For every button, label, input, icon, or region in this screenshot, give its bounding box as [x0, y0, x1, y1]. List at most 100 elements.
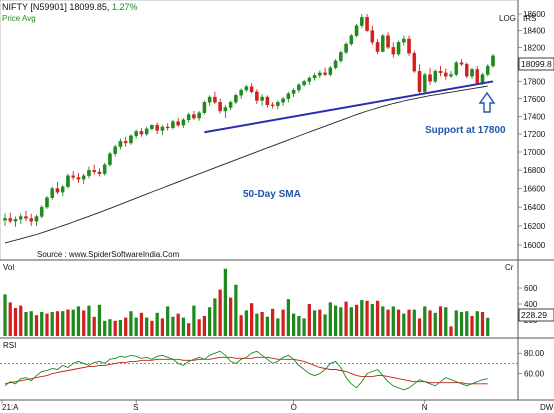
candle [438, 66, 443, 77]
volume-bar [76, 306, 81, 336]
volume-bar [449, 326, 453, 336]
volume-bar [34, 315, 39, 336]
volume-bar [66, 309, 70, 336]
volume-bar [423, 306, 427, 336]
volume-bar [360, 300, 364, 336]
price-axis-ticks: 16000 16200 16400 16600 16800 17000 17200 17400… [518, 10, 546, 250]
x-tick-label: 21:A [2, 403, 19, 412]
candle [176, 118, 180, 127]
price-tick-label: 16200 [523, 222, 546, 231]
volume-bar [328, 302, 332, 336]
candle [443, 68, 448, 80]
volume-bar [270, 308, 275, 336]
irs-label: IRS [523, 14, 536, 23]
volume-bar [50, 312, 54, 336]
volume-bar [265, 316, 269, 336]
price-tick-label: 18400 [523, 27, 546, 36]
trendline-layer [204, 80, 494, 134]
candle [234, 93, 238, 105]
candle [223, 104, 228, 119]
x-axis-ticks: 21:A S O N [1, 400, 428, 412]
rsi-tick-label: 80.00 [524, 349, 545, 358]
price-tick-label: 18200 [523, 43, 546, 52]
volume-bar [260, 312, 264, 336]
volume-bar [113, 320, 117, 336]
volume-bar [459, 312, 464, 336]
candle [464, 62, 469, 79]
candle [291, 88, 296, 98]
rsi-tick-label: 60.00 [524, 370, 545, 379]
price-tick-label: 16600 [523, 185, 546, 194]
dw-label: DW [540, 403, 554, 412]
volume-bar [150, 320, 154, 336]
volume-bar [208, 307, 212, 336]
volume-bar [444, 307, 448, 336]
volume-bar [218, 289, 222, 336]
volume-bar [82, 310, 86, 336]
volume-bar [465, 311, 469, 336]
candle [113, 144, 117, 157]
volume-bar [249, 303, 254, 336]
volume-bar [3, 294, 7, 336]
candle [3, 213, 7, 226]
candle [491, 54, 495, 68]
volume-bar [223, 268, 228, 336]
x-tick-label: O [291, 403, 297, 412]
volume-bar [312, 310, 317, 336]
candle [375, 38, 380, 55]
candle [197, 111, 201, 121]
volume-bar [234, 284, 238, 336]
price-tick-label: 17400 [523, 112, 546, 121]
candle [102, 162, 107, 176]
candle [260, 94, 264, 106]
candle [312, 72, 317, 81]
volume-bar [349, 307, 353, 336]
volume-bar [166, 306, 170, 336]
volume-bar [475, 311, 479, 336]
candle [449, 71, 453, 79]
candle [87, 166, 91, 179]
candle [60, 184, 65, 196]
candle [302, 79, 306, 87]
volume-bar [40, 312, 44, 336]
volume-bar [339, 307, 343, 336]
volume-bar [145, 317, 149, 336]
candle [365, 14, 369, 33]
candle [354, 23, 359, 38]
candle [160, 125, 165, 135]
x-tick-label: N [422, 403, 428, 412]
candle [92, 164, 96, 175]
price-tick-label: 16800 [523, 166, 546, 175]
candle [459, 59, 464, 67]
volume-bar [333, 305, 338, 336]
rsi-axis-ticks: 60.00 80.00 [518, 349, 545, 379]
volume-bar [255, 313, 259, 336]
sma-layer [4, 85, 488, 244]
candle [55, 182, 60, 195]
volume-bar [92, 316, 96, 336]
candle [192, 111, 196, 120]
candle [381, 33, 385, 53]
candle [139, 127, 144, 137]
sma-annotation: 50-Day SMA [243, 189, 301, 200]
volume-bar [229, 297, 233, 336]
candle [181, 118, 186, 128]
volume-bar [454, 310, 458, 336]
x-tick-label: S [133, 403, 138, 412]
volume-bar [438, 306, 443, 336]
volume-bar [480, 312, 485, 336]
volume-bar [291, 313, 296, 336]
candle [213, 91, 217, 105]
candle [39, 205, 44, 219]
last-price-badge: 18099.8 [518, 57, 554, 71]
volume-bar [192, 305, 196, 336]
source-label: Source : www.SpiderSoftwareIndia.Com [37, 250, 180, 259]
candle [129, 134, 133, 145]
volume-bar [134, 317, 138, 336]
volume-bar [365, 300, 369, 336]
candle [454, 60, 459, 77]
volume-bar [402, 313, 406, 336]
volume-bar [108, 319, 112, 336]
volume-bar [276, 318, 280, 336]
